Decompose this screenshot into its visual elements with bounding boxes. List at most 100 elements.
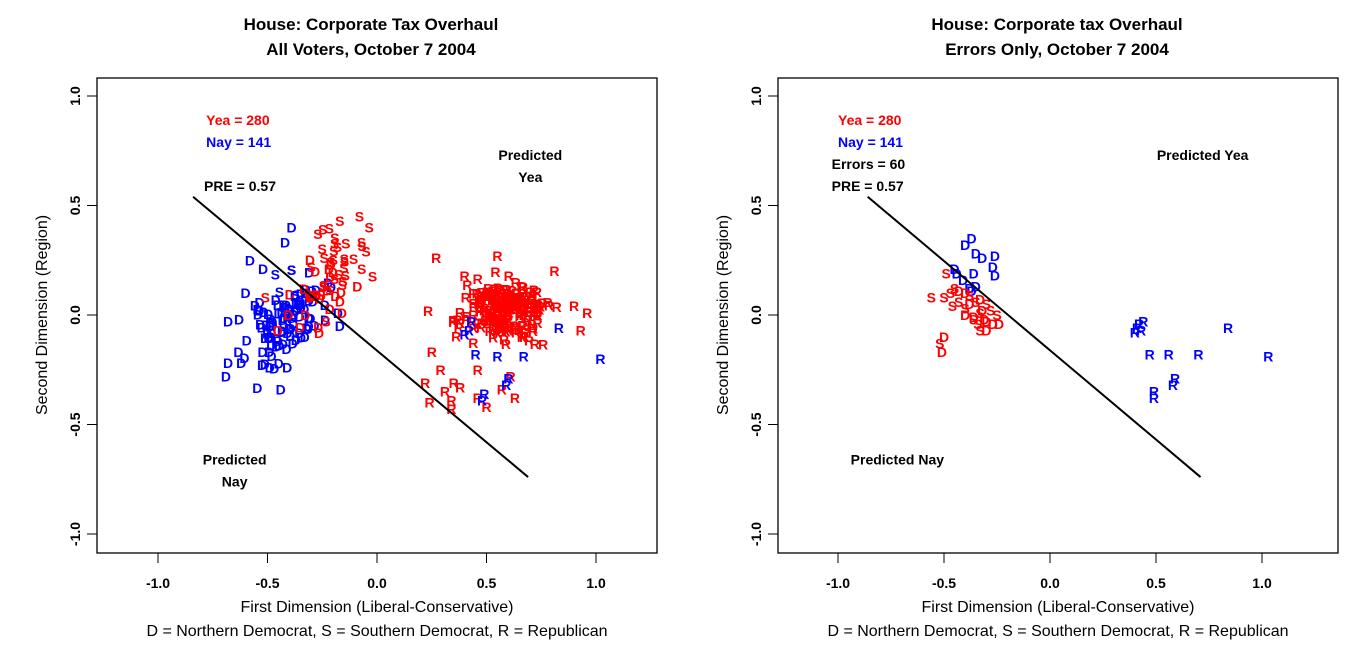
legislator-point-s: S — [357, 261, 366, 277]
legislator-point-r: R — [446, 401, 456, 417]
y-axis-label: Second Dimension (Region) — [34, 215, 51, 415]
legislator-point-r: R — [1193, 346, 1203, 362]
legislator-point-r: R — [481, 307, 491, 323]
legislator-point-r: R — [537, 295, 547, 311]
legislator-point-d: D — [326, 279, 336, 295]
legislator-point-d: D — [305, 310, 315, 326]
annotation-label: Predicted Yea — [1157, 147, 1249, 163]
legislator-point-r: R — [489, 298, 499, 314]
legislator-point-s: S — [341, 268, 350, 284]
legislator-point-r: R — [1170, 371, 1180, 387]
legislator-point-r: R — [519, 329, 529, 345]
legislator-point-r: R — [461, 311, 471, 327]
legislator-point-r: R — [501, 336, 511, 352]
legislator-point-r: R — [511, 301, 521, 317]
legislator-point-r: R — [483, 306, 493, 322]
legislator-point-r: R — [511, 298, 521, 314]
legislator-point-s: S — [338, 273, 347, 289]
legislator-point-s: S — [969, 311, 978, 327]
legislator-point-d: D — [274, 337, 284, 353]
legislator-point-r: R — [501, 314, 511, 330]
legislator-point-r: R — [513, 298, 523, 314]
legislator-point-s: S — [306, 259, 315, 275]
legislator-point-s: S — [329, 252, 338, 268]
legislator-point-d: D — [322, 283, 332, 299]
legislator-point-d: D — [975, 292, 985, 308]
legislator-point-s: S — [954, 294, 963, 310]
legislator-point-r: R — [533, 297, 543, 313]
legislator-point-d: D — [305, 290, 315, 306]
legislator-point-d: D — [311, 287, 321, 303]
legislator-point-s: S — [973, 316, 982, 332]
legislator-point-r: R — [476, 299, 486, 315]
legislator-point-r: R — [487, 292, 497, 308]
legislator-point-r: R — [504, 288, 514, 304]
legislator-point-d: D — [325, 269, 335, 285]
legislator-point-r: R — [529, 308, 539, 324]
legislator-point-r: R — [420, 375, 430, 391]
points-layer: DDDDDDDDDDDDDDDDDDDDDDDDDDDDDDDDDDDDDDDD… — [221, 208, 606, 417]
legislator-point-d: D — [252, 380, 262, 396]
legislator-point-d: D — [324, 261, 334, 277]
legislator-point-r: R — [514, 294, 524, 310]
legislator-point-s: S — [971, 294, 980, 310]
annotation-label: Predicted — [203, 452, 267, 468]
legislator-point-d: D — [966, 230, 976, 246]
legislator-point-r: R — [492, 325, 502, 341]
legislator-point-d: D — [295, 297, 305, 313]
legislator-point-r: R — [486, 305, 496, 321]
legislator-point-s: S — [986, 303, 995, 319]
legislator-point-r: R — [468, 307, 478, 323]
legislator-point-r: R — [510, 390, 520, 406]
legislator-point-r: R — [1164, 346, 1174, 362]
legislator-point-d: D — [245, 252, 255, 268]
legislator-point-d: D — [258, 344, 268, 360]
legislator-point-d: D — [267, 317, 277, 333]
legislator-point-r: R — [527, 316, 537, 332]
legislator-point-r: R — [554, 320, 564, 336]
legislator-point-s: S — [317, 287, 326, 303]
legislator-point-d: D — [266, 325, 276, 341]
legislator-point-r: R — [511, 324, 521, 340]
legislator-point-r: R — [496, 322, 506, 338]
legislator-point-d: D — [295, 320, 305, 336]
legislator-point-r: R — [495, 317, 505, 333]
legislator-point-r: R — [462, 309, 472, 325]
legislator-point-d: D — [311, 288, 321, 304]
legislator-point-s: S — [982, 296, 991, 312]
legislator-point-d: D — [253, 306, 263, 322]
legislator-point-r: R — [519, 307, 529, 323]
legislator-point-r: R — [1149, 390, 1159, 406]
legislator-point-r: R — [502, 306, 512, 322]
legislator-point-d: D — [954, 283, 964, 299]
legislator-point-r: R — [475, 302, 485, 318]
legislator-point-r: R — [477, 292, 487, 308]
legislator-point-d: D — [335, 293, 345, 309]
chart-title-line-1: House: Corporate Tax Overhaul — [244, 15, 499, 34]
legislator-point-r: R — [488, 330, 498, 346]
legislator-point-r: R — [468, 295, 478, 311]
legislator-point-s: S — [319, 250, 328, 266]
legislator-point-r: R — [526, 293, 536, 309]
legislator-point-r: R — [549, 263, 559, 279]
legislator-point-d: D — [304, 310, 314, 326]
legislator-point-r: R — [499, 307, 509, 323]
legislator-point-d: D — [282, 325, 292, 341]
legislator-point-r: R — [502, 307, 512, 323]
legislator-point-r: R — [496, 314, 506, 330]
legislator-point-r: R — [462, 277, 472, 293]
legislator-point-r: R — [504, 304, 514, 320]
legislator-point-r: R — [483, 289, 493, 305]
legislator-point-d: D — [966, 283, 976, 299]
legislator-point-d: D — [311, 282, 321, 298]
legislator-point-r: R — [489, 304, 499, 320]
annotation-label: PRE = 0.57 — [832, 178, 904, 194]
legislator-point-d: D — [964, 296, 974, 312]
legislator-point-d: D — [259, 304, 269, 320]
legislator-point-s: S — [335, 213, 344, 229]
legislator-point-r: R — [464, 322, 474, 338]
legislator-point-d: D — [981, 314, 991, 330]
legislator-point-r: R — [490, 281, 500, 297]
legislator-point-r: R — [504, 288, 514, 304]
legislator-point-r: R — [530, 336, 540, 352]
